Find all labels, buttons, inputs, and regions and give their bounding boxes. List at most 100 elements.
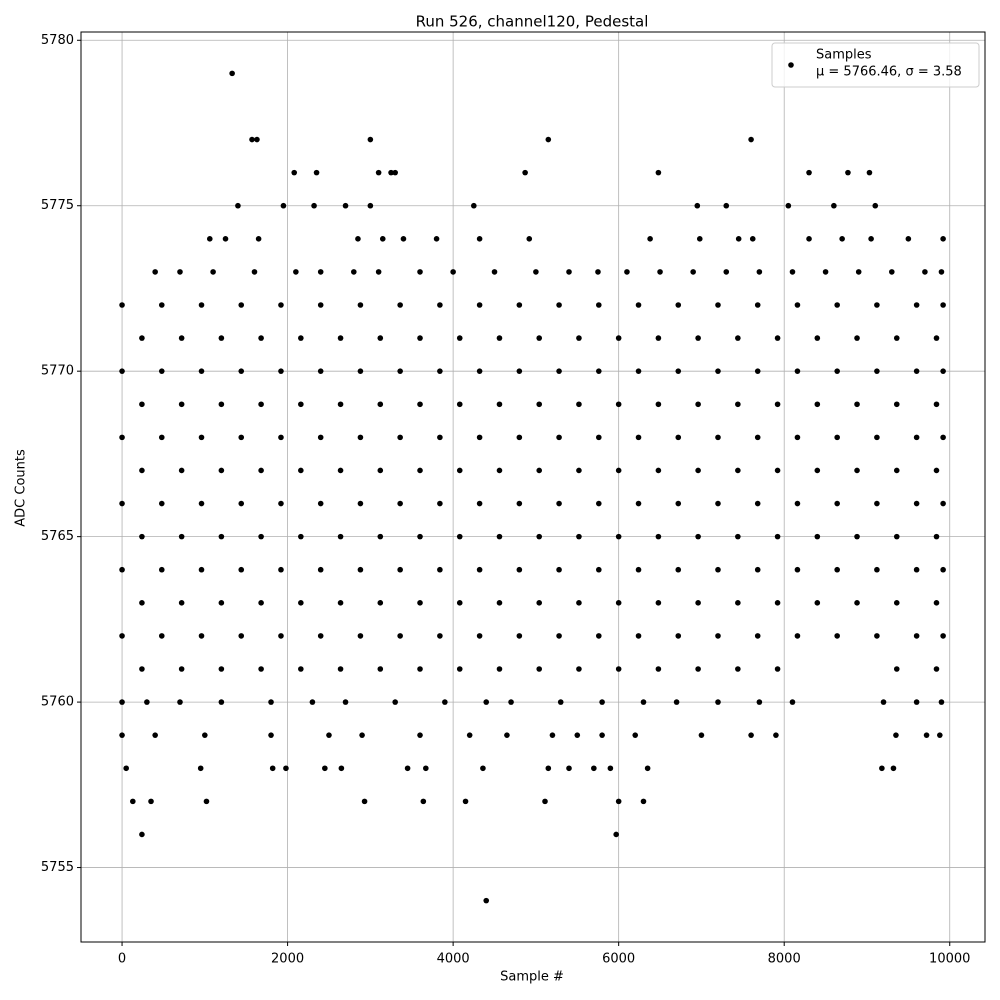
point (322, 765, 328, 772)
point (576, 467, 582, 474)
point (178, 666, 185, 672)
point (417, 467, 423, 474)
point (556, 500, 562, 507)
point (471, 202, 477, 209)
point (139, 831, 145, 838)
point (545, 765, 552, 772)
point (206, 236, 213, 242)
point (615, 533, 622, 540)
y-tick-label: 5770 (41, 364, 74, 379)
point (655, 169, 662, 176)
point (158, 500, 165, 507)
point (379, 236, 386, 242)
point (442, 699, 448, 705)
point (754, 566, 761, 573)
point (754, 434, 761, 441)
point (615, 467, 622, 474)
point (834, 500, 840, 507)
point (754, 302, 761, 308)
point (326, 732, 332, 738)
point (508, 699, 514, 705)
point (874, 500, 880, 507)
point (123, 765, 129, 772)
point (139, 335, 145, 341)
point (854, 335, 860, 341)
point (130, 798, 136, 805)
point (893, 600, 900, 606)
point (893, 666, 900, 672)
point (615, 335, 622, 341)
point (139, 533, 145, 540)
point (476, 500, 483, 507)
point (933, 533, 940, 540)
point (933, 467, 940, 474)
point (238, 368, 245, 374)
point (119, 368, 125, 374)
point (814, 335, 821, 341)
point (218, 533, 225, 540)
point (913, 500, 920, 507)
point (516, 368, 523, 374)
point (715, 699, 721, 705)
point (357, 434, 364, 441)
chart-title: Run 526, channel120, Pedestal (416, 13, 649, 31)
point (536, 600, 543, 606)
point (119, 500, 125, 507)
point (280, 202, 287, 209)
point (338, 765, 345, 772)
point (218, 699, 225, 705)
point (615, 600, 622, 606)
point (644, 765, 651, 772)
point (496, 666, 503, 672)
point (119, 566, 125, 573)
point (655, 467, 662, 474)
point (556, 633, 562, 639)
point (158, 302, 165, 308)
point (937, 732, 943, 738)
point (675, 566, 682, 573)
point (258, 401, 264, 408)
point (377, 335, 384, 341)
point (536, 401, 543, 408)
point (694, 202, 701, 209)
point (423, 765, 429, 772)
point (756, 699, 763, 705)
point (357, 368, 364, 374)
point (337, 533, 344, 540)
point (355, 236, 361, 242)
point (893, 401, 900, 408)
point (317, 633, 324, 639)
point (595, 269, 601, 275)
point (476, 302, 483, 308)
point (542, 798, 548, 805)
point (456, 666, 463, 672)
point (139, 467, 145, 474)
point (647, 236, 653, 242)
point (417, 401, 423, 408)
point (437, 368, 443, 374)
grid (81, 32, 985, 942)
point (655, 533, 662, 540)
point (229, 70, 235, 77)
x-axis-label: Sample # (500, 970, 564, 985)
point (890, 765, 897, 772)
point (359, 732, 365, 738)
point (177, 699, 183, 705)
point (357, 500, 364, 507)
point (596, 566, 602, 573)
point (789, 699, 796, 705)
point (874, 302, 880, 308)
point (258, 467, 264, 474)
point (313, 169, 320, 176)
legend-marker (788, 62, 794, 68)
point (158, 368, 165, 374)
point (632, 732, 639, 738)
point (695, 666, 701, 672)
point (940, 633, 946, 639)
point (317, 368, 324, 374)
point (615, 401, 622, 408)
point (392, 699, 398, 705)
point (254, 136, 260, 143)
y-tick-label: 5780 (41, 33, 74, 48)
point (218, 467, 225, 474)
